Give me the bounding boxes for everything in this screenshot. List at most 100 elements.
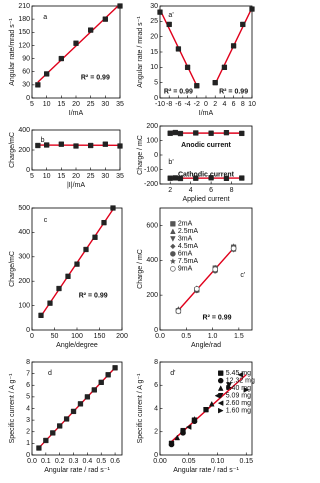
y-tick-label: 400: [18, 229, 30, 236]
marker: [212, 80, 218, 86]
x-tick-label: 35: [116, 101, 124, 108]
x-tick-label: 6: [209, 187, 213, 194]
marker: [175, 308, 182, 314]
marker: [226, 384, 232, 391]
legend-label: 4.5mA: [178, 243, 199, 250]
y-tick-label: 400: [18, 127, 30, 134]
x-tick-label: -8: [166, 101, 172, 108]
marker: [50, 430, 56, 436]
x-tick-label: 0.5: [181, 333, 191, 340]
marker: [102, 141, 108, 147]
marker: [218, 407, 224, 414]
x-tick-label: 0.15: [239, 458, 253, 465]
y-tick-label: 400: [146, 257, 158, 264]
panel-label: a': [168, 12, 173, 19]
x-axis-label: I/mA: [69, 110, 84, 117]
x-tick-label: 5: [30, 173, 34, 180]
marker: [84, 394, 91, 400]
y-tick-label: 200: [18, 147, 30, 154]
marker: [91, 387, 97, 393]
x-tick-label: 10: [43, 101, 51, 108]
y-tick-label: 6: [154, 382, 158, 389]
marker: [174, 434, 181, 441]
annotation: R² = 0.99: [203, 315, 232, 322]
marker: [170, 236, 176, 242]
marker: [170, 251, 176, 257]
y-tick-label: 300: [18, 254, 30, 261]
legend-label: 2.5mA: [178, 228, 199, 235]
x-tick-label: 20: [72, 101, 80, 108]
panel-label: c': [240, 272, 245, 279]
y-tick-label: 25: [150, 18, 158, 25]
annotation: R² = 0.99: [219, 88, 248, 95]
marker: [193, 130, 199, 136]
marker: [105, 372, 111, 378]
y-tick-label: 7: [26, 370, 30, 377]
marker: [223, 130, 230, 136]
marker: [73, 40, 79, 46]
panel: 5 10 15 20 25 30 35 0 200 400 |I|/mA Charge/mC b: [9, 127, 124, 189]
x-tick-label: -2: [194, 101, 200, 108]
y-tick-label: -200: [144, 181, 158, 188]
marker: [230, 245, 237, 252]
legend-label: 1.60 mg: [226, 408, 251, 415]
x-tick-label: 0.0: [155, 333, 165, 340]
marker: [230, 43, 237, 49]
x-tick-label: 0.05: [182, 458, 196, 465]
marker: [38, 312, 44, 319]
marker: [208, 400, 215, 407]
marker: [218, 370, 224, 376]
marker: [249, 6, 255, 12]
y-tick-label: 100: [146, 137, 158, 144]
y-tick-label: 60: [22, 69, 30, 76]
marker: [172, 129, 178, 136]
y-tick-label: 0: [154, 152, 158, 159]
y-tick-label: 90: [22, 55, 30, 62]
marker: [175, 46, 182, 52]
marker: [221, 64, 228, 70]
y-tick-label: 0: [154, 327, 158, 334]
x-tick-label: 100: [71, 333, 83, 340]
x-tick-label: 0.6: [110, 458, 120, 465]
y-axis-label: Angular rate / mrad s⁻¹: [137, 16, 144, 88]
marker: [169, 257, 177, 265]
panel-label: c: [44, 217, 48, 224]
x-tick-label: 20: [72, 173, 80, 180]
y-tick-label: 8: [26, 359, 30, 366]
marker: [58, 141, 64, 147]
x-tick-label: 0.4: [83, 458, 93, 465]
fit-line: [177, 247, 235, 311]
marker: [88, 27, 94, 33]
marker: [98, 379, 104, 385]
y-tick-label: 2: [154, 429, 158, 436]
y-tick-label: 30: [150, 3, 158, 10]
x-tick-label: -6: [175, 101, 181, 108]
marker: [208, 130, 214, 136]
x-axis-label: Angle/degree: [56, 342, 98, 349]
x-axis-label: Applied current: [182, 196, 229, 203]
y-tick-label: 0: [26, 452, 30, 459]
marker: [170, 221, 176, 227]
x-tick-label: 2: [213, 101, 217, 108]
x-tick-label: 5: [30, 101, 34, 108]
y-tick-label: 200: [146, 292, 158, 299]
marker: [65, 273, 71, 279]
y-tick-label: 210: [18, 3, 30, 10]
plot-frame: [159, 5, 253, 99]
y-tick-label: 0: [26, 327, 30, 334]
x-tick-label: 1.0: [208, 333, 218, 340]
marker: [35, 82, 41, 88]
x-tick-label: 0.1: [41, 458, 51, 465]
marker: [208, 175, 214, 181]
y-tick-label: 15: [150, 49, 158, 56]
marker: [36, 445, 42, 451]
marker: [239, 130, 245, 137]
x-axis-label: Angular rate / rad s⁻¹: [44, 467, 110, 474]
marker: [193, 175, 199, 181]
y-axis-label: Charge / mC: [137, 135, 144, 175]
y-axis-label: Charge / mC: [137, 249, 144, 289]
x-tick-label: 4: [222, 101, 226, 108]
marker: [74, 261, 80, 267]
legend-label: 2mA: [178, 221, 193, 228]
marker: [185, 424, 192, 430]
